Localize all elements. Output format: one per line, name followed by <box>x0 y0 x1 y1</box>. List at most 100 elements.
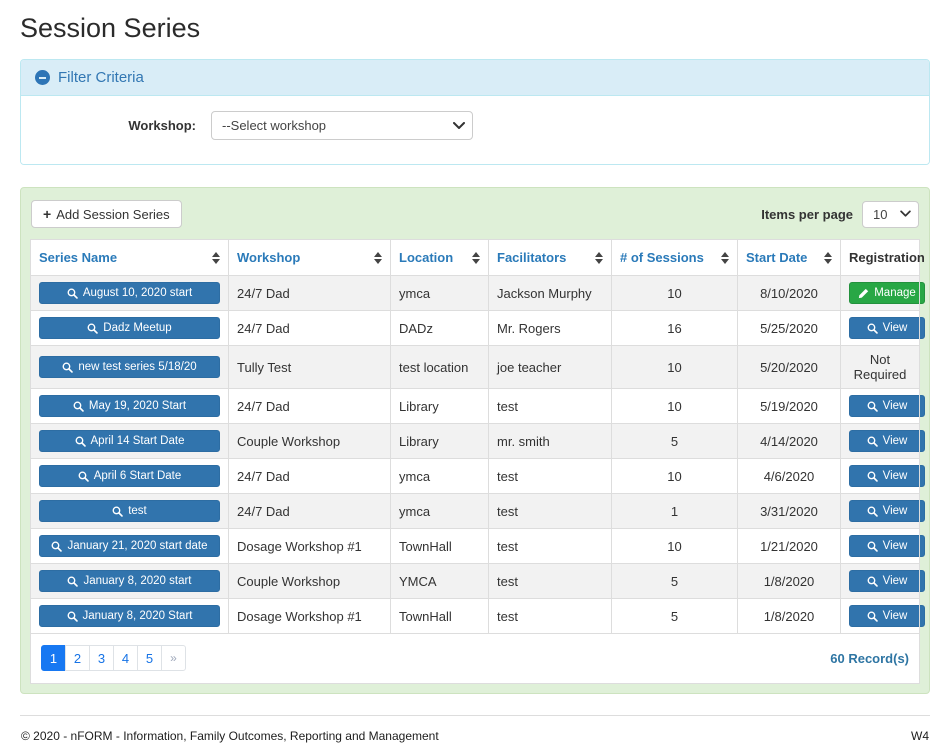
page-button-2[interactable]: 2 <box>65 645 90 671</box>
column-header-sessions[interactable]: # of Sessions <box>611 239 738 276</box>
table-row: January 8, 2020 start Couple Workshop YM… <box>30 563 925 599</box>
start-date-cell: 1/8/2020 <box>737 598 841 634</box>
column-header-location[interactable]: Location <box>390 239 489 276</box>
workshop-cell: Dosage Workshop #1 <box>228 528 391 564</box>
view-button[interactable]: View <box>849 317 925 339</box>
location-cell: ymca <box>390 493 489 529</box>
series-name-cell: Dadz Meetup <box>30 310 229 346</box>
view-button[interactable]: View <box>849 430 925 452</box>
version-label: W4 <box>911 729 929 743</box>
sort-icon[interactable] <box>374 252 382 264</box>
search-icon <box>67 611 78 622</box>
location-cell: TownHall <box>390 598 489 634</box>
facilitators-cell: Mr. Rogers <box>488 310 612 346</box>
column-header-facilitators[interactable]: Facilitators <box>488 239 612 276</box>
search-icon <box>867 436 878 447</box>
registration-cell: Manage <box>840 275 925 311</box>
sessions-count-cell: 10 <box>611 345 738 389</box>
facilitators-cell: test <box>488 598 612 634</box>
add-session-series-button[interactable]: + Add Session Series <box>31 200 182 228</box>
location-cell: Library <box>390 423 489 459</box>
view-button[interactable]: View <box>849 570 925 592</box>
manage-button[interactable]: Manage <box>849 282 925 304</box>
series-name-cell: January 8, 2020 start <box>30 563 229 599</box>
page-button-5[interactable]: 5 <box>137 645 162 671</box>
sessions-count-cell: 10 <box>611 275 738 311</box>
workshop-cell: Tully Test <box>228 345 391 389</box>
sort-icon[interactable] <box>472 252 480 264</box>
registration-cell: Not Required <box>840 345 920 389</box>
location-cell: DADz <box>390 310 489 346</box>
column-header-registration: Registration <box>840 239 925 276</box>
sort-icon[interactable] <box>595 252 603 264</box>
search-icon <box>112 506 124 517</box>
start-date-cell: 5/25/2020 <box>737 310 841 346</box>
column-header-workshop[interactable]: Workshop <box>228 239 391 276</box>
column-header-series-name[interactable]: Series Name <box>30 239 229 276</box>
series-name-cell: test <box>30 493 229 529</box>
pager-row: 1 2 3 4 5» 60 Record(s) <box>30 634 920 684</box>
registration-cell: View <box>840 388 925 424</box>
location-cell: ymca <box>390 275 489 311</box>
series-name-button[interactable]: August 10, 2020 start <box>39 282 220 304</box>
view-button[interactable]: View <box>849 605 925 627</box>
page-title: Session Series <box>20 13 201 43</box>
view-button[interactable]: View <box>849 395 925 417</box>
series-name-button[interactable]: new test series 5/18/20 <box>39 356 220 378</box>
page-button-4[interactable]: 4 <box>113 645 138 671</box>
items-per-page-label: Items per page <box>761 206 853 222</box>
location-cell: TownHall <box>390 528 489 564</box>
pagination: 1 2 3 4 5» <box>41 645 186 671</box>
series-name-button[interactable]: January 8, 2020 Start <box>39 605 220 627</box>
workshop-select[interactable]: --Select workshop <box>211 111 473 140</box>
table-row: new test series 5/18/20 Tully Test test … <box>30 345 920 389</box>
sessions-count-cell: 16 <box>611 310 738 346</box>
series-name-button[interactable]: April 14 Start Date <box>39 430 220 452</box>
series-name-button[interactable]: May 19, 2020 Start <box>39 395 220 417</box>
table-row: January 8, 2020 Start Dosage Workshop #1… <box>30 598 925 634</box>
workshop-cell: 24/7 Dad <box>228 493 391 529</box>
registration-cell: View <box>840 423 925 459</box>
series-name-cell: new test series 5/18/20 <box>30 345 229 389</box>
sort-icon[interactable] <box>824 252 832 264</box>
search-icon <box>867 611 878 622</box>
session-series-panel: + Add Session Series Items per page 10 <box>20 187 930 694</box>
record-count: 60 Record(s) <box>830 650 909 666</box>
sessions-count-cell: 10 <box>611 528 738 564</box>
workshop-cell: 24/7 Dad <box>228 310 391 346</box>
collapse-minus-icon <box>35 70 50 85</box>
copyright-text: © 2020 - nFORM - Information, Family Out… <box>21 729 439 743</box>
view-button[interactable]: View <box>849 500 925 522</box>
sort-icon[interactable] <box>721 252 729 264</box>
view-button[interactable]: View <box>849 535 925 557</box>
page-button-1[interactable]: 1 <box>41 645 66 671</box>
column-header-start-date[interactable]: Start Date <box>737 239 841 276</box>
series-name-button[interactable]: January 8, 2020 start <box>39 570 220 592</box>
search-icon <box>62 362 74 373</box>
items-per-page-select[interactable]: 10 <box>862 200 919 228</box>
search-icon <box>87 323 99 334</box>
table-row: April 14 Start Date Couple Workshop Libr… <box>30 423 925 459</box>
facilitators-cell: test <box>488 563 612 599</box>
view-button[interactable]: View <box>849 465 925 487</box>
series-name-button[interactable]: test <box>39 500 220 522</box>
next-pages-button[interactable]: » <box>161 645 186 671</box>
sessions-count-cell: 1 <box>611 493 738 529</box>
sort-icon[interactable] <box>212 252 220 264</box>
pencil-icon <box>859 288 869 298</box>
series-name-button[interactable]: Dadz Meetup <box>39 317 220 339</box>
page-button-3[interactable]: 3 <box>89 645 114 671</box>
start-date-cell: 5/20/2020 <box>737 345 841 389</box>
start-date-cell: 1/21/2020 <box>737 528 841 564</box>
table-toolbar: + Add Session Series Items per page 10 <box>30 197 920 239</box>
facilitators-cell: joe teacher <box>488 345 612 389</box>
series-name-button[interactable]: January 21, 2020 start date <box>39 535 220 557</box>
location-cell: ymca <box>390 458 489 494</box>
workshop-label: Workshop: <box>128 118 196 133</box>
workshop-cell: Couple Workshop <box>228 423 391 459</box>
search-icon <box>867 471 878 482</box>
filter-panel: Filter Criteria Workshop: --Select works… <box>20 59 930 165</box>
filter-criteria-header[interactable]: Filter Criteria <box>21 60 929 96</box>
facilitators-cell: mr. smith <box>488 423 612 459</box>
series-name-button[interactable]: April 6 Start Date <box>39 465 220 487</box>
